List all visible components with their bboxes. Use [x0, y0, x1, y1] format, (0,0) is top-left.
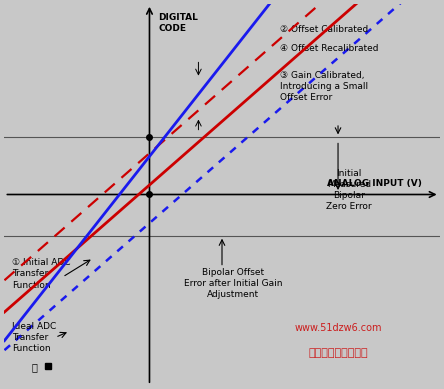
Text: Bipolar Offset
Error after Initial Gain
Adjustment: Bipolar Offset Error after Initial Gain … — [184, 268, 282, 299]
Text: ANALOG INPUT (V): ANALOG INPUT (V) — [326, 179, 421, 187]
Text: Ideal ADC
Transfer
Function: Ideal ADC Transfer Function — [12, 322, 56, 353]
Text: Initial
Measured
Bipolar
Zero Error: Initial Measured Bipolar Zero Error — [326, 169, 372, 211]
Text: www.51dzw6.com: www.51dzw6.com — [294, 323, 382, 333]
Text: ② Offset Calibrated: ② Offset Calibrated — [280, 25, 368, 34]
Text: ① Initial ADC
Transfer
Function: ① Initial ADC Transfer Function — [12, 258, 70, 289]
Text: ③ Gain Calibrated,
Introducing a Small
Offset Error: ③ Gain Calibrated, Introducing a Small O… — [280, 70, 368, 102]
Text: 大霸电子电路图资料: 大霸电子电路图资料 — [308, 348, 368, 358]
Text: DIGITAL
CODE: DIGITAL CODE — [159, 13, 198, 33]
Text: ④ Offset Recalibrated: ④ Offset Recalibrated — [280, 44, 379, 53]
Text: Ⓐ: Ⓐ — [31, 363, 37, 373]
